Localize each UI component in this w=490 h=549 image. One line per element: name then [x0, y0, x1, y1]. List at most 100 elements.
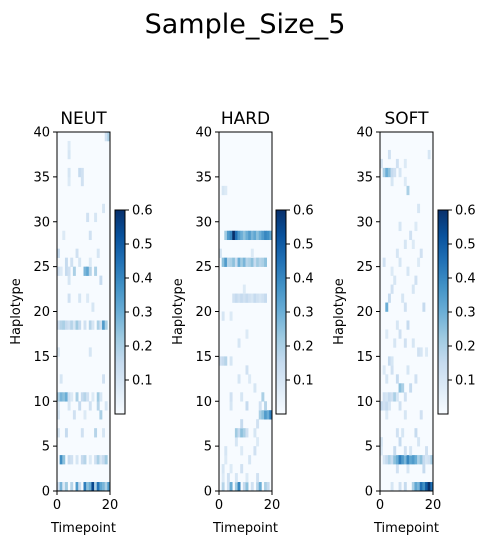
heatmap-cell: [57, 482, 60, 492]
y-axis-label: Haplotype: [171, 278, 186, 345]
heatmap-cell: [395, 158, 399, 169]
heatmap-cell: [67, 320, 71, 330]
heatmap-cell: [80, 392, 84, 402]
colorbar-tick-label: 0.3: [455, 306, 476, 321]
heatmap-cell: [62, 482, 66, 492]
heatmap-cell: [382, 167, 386, 178]
heatmap-cell: [102, 428, 105, 438]
heatmap-cell: [80, 428, 84, 438]
heatmap-cell: [419, 347, 423, 357]
heatmap-cell: [221, 473, 225, 483]
heatmap-cell: [395, 320, 399, 330]
heatmap-cell: [430, 455, 434, 465]
y-tick-label: 20: [33, 305, 50, 320]
heatmap-cell: [427, 482, 431, 492]
heatmap-cell: [86, 293, 90, 303]
heatmap-cell: [86, 212, 90, 223]
heatmap-cell: [245, 230, 249, 241]
heatmap-cell: [234, 473, 238, 483]
heatmap-cell: [385, 374, 389, 384]
heatmap-cell: [99, 410, 103, 420]
heatmap-cell: [102, 482, 105, 492]
heatmap-cell: [104, 132, 108, 142]
heatmap-cell: [240, 464, 244, 474]
y-tick-label: 15: [356, 350, 373, 365]
y-tick-label: 25: [356, 260, 373, 275]
heatmap-cell: [385, 392, 389, 402]
heatmap-cell: [406, 320, 410, 330]
heatmap-cell: [64, 320, 68, 330]
heatmap-cell: [102, 455, 105, 465]
heatmap-cell: [390, 392, 394, 402]
heatmap-cell: [229, 230, 233, 241]
colorbar-tick-label: 0.5: [132, 238, 153, 253]
heatmap-cell: [398, 167, 402, 178]
heatmap-cell: [403, 446, 407, 456]
heatmap-cell: [102, 320, 105, 330]
heatmap-cell: [393, 275, 397, 285]
heatmap-cell: [99, 482, 103, 492]
x-axis-label: Timepoint: [373, 521, 439, 536]
heatmap-cell: [385, 329, 389, 339]
heatmap-cell: [403, 158, 407, 169]
heatmap-cell: [234, 428, 238, 438]
heatmap-cell: [401, 455, 405, 465]
heatmap-cell: [403, 455, 407, 465]
heatmap-cell: [258, 230, 262, 241]
heatmap-cell: [422, 464, 426, 474]
heatmap-cell: [258, 482, 262, 492]
heatmap-cell: [229, 482, 233, 492]
heatmap-cell: [232, 257, 236, 267]
heatmap-cell: [96, 320, 100, 330]
heatmap-cell: [248, 293, 252, 303]
heatmap-cell: [409, 230, 413, 241]
heatmap-cell: [102, 374, 105, 384]
heatmap-cell: [221, 185, 225, 196]
heatmap-cell: [269, 410, 273, 420]
colorbar: 0.1 0.2 0.3 0.4 0.5 0.6: [114, 204, 153, 415]
colorbar-tick-label: 0.6: [293, 204, 314, 219]
heatmap-cell: [240, 293, 244, 303]
heatmap-cell: [256, 473, 260, 483]
heatmap-cell: [96, 248, 100, 258]
heatmap-cell: [256, 230, 260, 241]
heatmap-cell: [229, 257, 233, 267]
heatmap-cell: [91, 392, 95, 402]
heatmap-cell: [86, 392, 90, 402]
y-tick-label: 0: [204, 485, 212, 500]
heatmap-cell: [245, 365, 249, 375]
colorbar-gradient: [438, 210, 448, 414]
heatmap-panel-hard: HARD 0 5 10 15 20 25 30 35 40 0 20 Timepoint Haplotyp…: [171, 109, 314, 536]
x-tick-label: 0: [376, 498, 384, 513]
heatmap-cell: [57, 266, 60, 276]
heatmap-cell: [398, 401, 402, 411]
colorbar-tick-label: 0.6: [455, 204, 476, 219]
heatmap-cell: [245, 473, 249, 483]
heatmap-cell: [99, 392, 103, 402]
heatmap-cell: [417, 437, 421, 447]
y-tick-label: 35: [356, 170, 373, 185]
y-tick-label: 0: [365, 485, 373, 500]
panel-title: HARD: [221, 109, 270, 129]
heatmap-cell: [422, 455, 426, 465]
heatmap-cell: [99, 275, 103, 285]
heatmap-cell: [226, 230, 230, 241]
heatmap-cell: [224, 230, 228, 241]
heatmap-cell: [385, 302, 389, 312]
heatmap-cell: [385, 410, 389, 420]
heatmap-cell: [221, 257, 225, 267]
heatmap-cell: [83, 482, 87, 492]
heatmap-cell: [403, 482, 407, 492]
heatmap-cell: [382, 455, 386, 465]
heatmap-cell: [78, 482, 82, 492]
heatmap-cell: [266, 482, 270, 492]
heatmap-cell: [401, 383, 405, 393]
heatmap-cell: [75, 482, 79, 492]
heatmap-cell: [80, 455, 84, 465]
heatmap-cell: [57, 428, 60, 438]
heatmap-cell: [94, 212, 98, 223]
heatmap-cell: [414, 482, 418, 492]
y-tick-label: 10: [33, 395, 50, 410]
heatmap-cell: [269, 230, 273, 241]
